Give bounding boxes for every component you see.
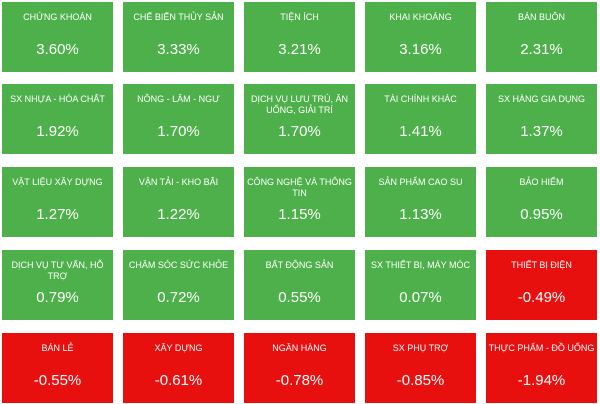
sector-name: BÁN BUÔN [517, 12, 565, 22]
sector-name: BÁN LẺ [41, 343, 74, 353]
sector-tile: BÁN LẺ -0.55% [2, 333, 113, 403]
sector-name: THỰC PHẨM - ĐỒ UỐNG [488, 343, 595, 353]
sector-change-value: 3.33% [157, 41, 200, 58]
sector-name: NÔNG - LÂM - NGƯ [137, 94, 220, 104]
sector-tile: CHỨNG KHOÁN 3.60% [2, 2, 113, 72]
sector-change-value: -0.78% [275, 372, 324, 389]
sector-name: BẤT ĐỘNG SẢN [265, 260, 334, 270]
sector-tile: KHAI KHOÁNG 3.16% [365, 2, 476, 72]
sector-name: SX HÀNG GIA DỤNG [497, 94, 586, 104]
sector-change-value: 3.60% [36, 41, 79, 58]
sector-tile: BẤT ĐỘNG SẢN 0.55% [244, 250, 355, 320]
sector-change-value: 1.41% [399, 123, 442, 140]
sector-change-value: 2.31% [520, 41, 563, 58]
sector-name: KHAI KHOÁNG [389, 12, 452, 22]
sector-tile: SX HÀNG GIA DỤNG 1.37% [486, 84, 597, 154]
sector-name: NGÂN HÀNG [272, 343, 327, 353]
sector-tile: VẬN TẢI - KHO BÃI 1.22% [123, 167, 234, 237]
sector-name: CHẾ BIẾN THỦY SẢN [133, 12, 224, 22]
sector-tile: TÀI CHÍNH KHÁC 1.41% [365, 84, 476, 154]
sector-change-value: -0.55% [33, 372, 82, 389]
sector-name: CHĂM SÓC SỨC KHỎE [128, 260, 229, 270]
sector-change-value: -0.85% [396, 372, 445, 389]
sector-change-value: 1.37% [520, 123, 563, 140]
sector-change-value: -0.49% [517, 289, 566, 306]
sector-tile: CÔNG NGHỆ VÀ THÔNG TIN 1.15% [244, 167, 355, 237]
sector-name: THIẾT BỊ ĐIỆN [511, 260, 572, 270]
sector-change-value: 0.95% [520, 206, 563, 223]
sector-name: TÀI CHÍNH KHÁC [384, 94, 457, 104]
sector-name: TIỆN ÍCH [280, 12, 319, 22]
sector-name: SX NHỰA - HÓA CHẤT [10, 94, 105, 104]
sector-tile: BÁN BUÔN 2.31% [486, 2, 597, 72]
sector-change-value: 0.79% [36, 289, 79, 306]
sector-change-value: 1.15% [278, 206, 321, 223]
sector-change-value: -0.61% [154, 372, 203, 389]
sector-change-value: -1.94% [517, 372, 566, 389]
sector-name: SX THIẾT BỊ, MÁY MÓC [370, 260, 471, 270]
sector-tile: XÂY DỰNG -0.61% [123, 333, 234, 403]
sector-tile: CHẾ BIẾN THỦY SẢN 3.33% [123, 2, 234, 72]
sector-tile: SX NHỰA - HÓA CHẤT 1.92% [2, 84, 113, 154]
sector-change-value: 3.16% [399, 41, 442, 58]
sector-change-value: 1.27% [36, 206, 79, 223]
sector-name: CHỨNG KHOÁN [23, 12, 92, 22]
sector-name: CÔNG NGHỆ VÀ THÔNG TIN [247, 177, 352, 198]
sector-tile: VẬT LIỆU XÂY DỰNG 1.27% [2, 167, 113, 237]
sector-change-value: 1.92% [36, 123, 79, 140]
sector-name: VẬN TẢI - KHO BÃI [138, 177, 219, 187]
sector-change-value: 1.70% [157, 123, 200, 140]
sector-name: SẢN PHẨM CAO SU [378, 177, 463, 187]
sector-tile: DỊCH VỤ LƯU TRÚ, ĂN UỐNG, GIẢI TRÍ 1.70% [244, 84, 355, 154]
sector-tile: SẢN PHẨM CAO SU 1.13% [365, 167, 476, 237]
sector-change-value: 3.21% [278, 41, 321, 58]
sector-tile: NÔNG - LÂM - NGƯ 1.70% [123, 84, 234, 154]
sector-name: XÂY DỰNG [154, 343, 203, 353]
sector-change-value: 0.55% [278, 289, 321, 306]
sector-change-value: 0.72% [157, 289, 200, 306]
sector-name: DỊCH VỤ LƯU TRÚ, ĂN UỐNG, GIẢI TRÍ [250, 94, 349, 115]
sector-change-value: 1.22% [157, 206, 200, 223]
sector-tile: DỊCH VỤ TƯ VẤN, HỖ TRỢ 0.79% [2, 250, 113, 320]
sector-tile: CHĂM SÓC SỨC KHỎE 0.72% [123, 250, 234, 320]
sector-tile: TIỆN ÍCH 3.21% [244, 2, 355, 72]
sector-tile: SX PHỤ TRỢ -0.85% [365, 333, 476, 403]
sector-change-value: 1.70% [278, 123, 321, 140]
sector-change-value: 0.07% [399, 289, 442, 306]
sector-name: BẢO HIỂM [519, 177, 564, 187]
sector-name: VẬT LIỆU XÂY DỰNG [12, 177, 103, 187]
sector-name: SX PHỤ TRỢ [392, 343, 449, 353]
sector-tile: NGÂN HÀNG -0.78% [244, 333, 355, 403]
sector-tile: SX THIẾT BỊ, MÁY MÓC 0.07% [365, 250, 476, 320]
sector-tile: THIẾT BỊ ĐIỆN -0.49% [486, 250, 597, 320]
sector-tile: BẢO HIỂM 0.95% [486, 167, 597, 237]
sector-change-value: 1.13% [399, 206, 442, 223]
sector-name: DỊCH VỤ TƯ VẤN, HỖ TRỢ [11, 260, 104, 281]
sector-tile: THỰC PHẨM - ĐỒ UỐNG -1.94% [486, 333, 597, 403]
